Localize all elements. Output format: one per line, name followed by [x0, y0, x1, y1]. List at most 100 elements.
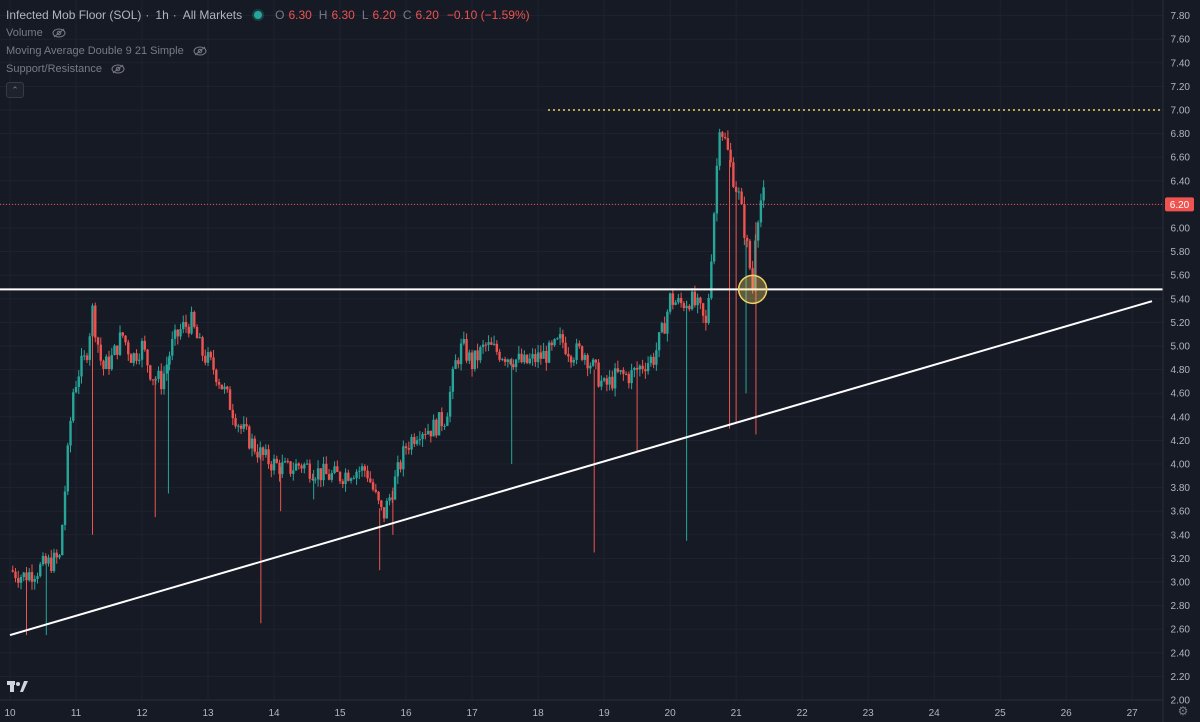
- candle-body: [677, 298, 680, 303]
- candle-body: [575, 343, 578, 360]
- indicator-support-resistance[interactable]: Support/Resistance: [6, 60, 530, 78]
- candle-body: [168, 355, 171, 365]
- candle-body: [611, 376, 614, 389]
- candle-body: [600, 380, 603, 387]
- candle-body: [542, 350, 545, 359]
- candle-body: [382, 507, 386, 519]
- candle-body: [105, 356, 108, 369]
- candle-body: [231, 409, 234, 419]
- candle-body: [113, 345, 116, 356]
- hidden-eye-icon[interactable]: [193, 46, 207, 56]
- candle-body: [457, 360, 460, 365]
- last-price-tag: [1165, 197, 1194, 212]
- candle-body: [759, 200, 763, 223]
- candle-body: [215, 369, 218, 383]
- candle-body: [391, 497, 394, 500]
- candle-body: [583, 355, 587, 360]
- y-tick-label: 6.80: [1171, 129, 1191, 140]
- candle-body: [239, 425, 243, 429]
- x-tick-label: 27: [1127, 708, 1139, 719]
- candle-body: [396, 462, 400, 477]
- candle-body: [520, 353, 523, 363]
- y-tick-label: 7.80: [1171, 11, 1191, 22]
- x-tick-label: 10: [4, 708, 16, 719]
- candle-body: [545, 350, 548, 363]
- candle-body: [454, 360, 457, 369]
- candle-body: [732, 162, 735, 187]
- y-tick-label: 4.60: [1171, 389, 1191, 400]
- x-tick-label: 20: [665, 708, 677, 719]
- candle-body: [50, 557, 53, 572]
- candle-body: [660, 323, 664, 333]
- settings-gear-icon[interactable]: ⚙: [1177, 704, 1189, 718]
- symbol-name[interactable]: Infected Mob Floor (SOL): [6, 8, 142, 22]
- candle-body: [602, 378, 606, 381]
- candle-body: [135, 353, 138, 361]
- market-label[interactable]: All Markets: [182, 8, 243, 22]
- candle-body: [630, 370, 633, 384]
- candle-body: [432, 419, 435, 437]
- x-tick-label: 18: [533, 708, 545, 719]
- y-tick-label: 5.60: [1171, 271, 1191, 282]
- candle-body: [118, 332, 122, 355]
- candle-body: [729, 149, 732, 163]
- candle-body: [473, 350, 477, 370]
- y-tick-label: 2.20: [1171, 672, 1191, 683]
- hidden-eye-icon[interactable]: [52, 28, 66, 38]
- y-tick-label: 4.00: [1171, 460, 1191, 471]
- indicator-volume[interactable]: Volume: [6, 24, 530, 42]
- y-tick-label: 6.00: [1171, 224, 1191, 235]
- tradingview-logo-icon[interactable]: [6, 678, 28, 696]
- candle-body: [479, 347, 482, 361]
- candle-body: [77, 376, 80, 387]
- candle-body: [578, 343, 581, 347]
- indicator-moving-average[interactable]: Moving Average Double 9 21 Simple: [6, 42, 530, 60]
- candle-body: [286, 461, 289, 463]
- candle-body: [517, 353, 521, 360]
- candle-body: [330, 473, 334, 480]
- candle-body: [85, 355, 89, 361]
- y-tick-label: 6.60: [1171, 153, 1191, 164]
- candle-body: [140, 340, 144, 360]
- x-tick-label: 25: [995, 708, 1007, 719]
- candle-body: [377, 491, 380, 501]
- candle-body: [380, 500, 383, 508]
- candle-body: [267, 449, 270, 465]
- candle-body: [349, 478, 353, 481]
- candle-body: [294, 463, 298, 471]
- candle-body: [94, 305, 97, 338]
- x-tick-label: 24: [929, 708, 941, 719]
- candle-body: [107, 356, 111, 370]
- candle-body: [201, 337, 204, 356]
- indicator-label: Support/Resistance: [6, 63, 102, 75]
- candle-body: [234, 418, 237, 427]
- candle-body: [303, 464, 306, 469]
- candle-body: [272, 458, 276, 471]
- hidden-eye-icon[interactable]: [111, 64, 125, 74]
- candle-body: [250, 438, 254, 449]
- y-tick-label: 4.80: [1171, 365, 1191, 376]
- candle-body: [589, 365, 592, 369]
- candle-body: [352, 478, 356, 480]
- candle-body: [688, 305, 691, 310]
- candle-body: [127, 342, 130, 355]
- candle-body: [743, 204, 746, 238]
- candle-body: [674, 302, 677, 305]
- candle-body: [484, 344, 488, 346]
- collapse-legend-button[interactable]: ⌃: [6, 82, 24, 98]
- y-tick-label: 5.00: [1171, 342, 1191, 353]
- candle-body: [297, 463, 301, 466]
- candle-body: [193, 311, 196, 327]
- y-tick-label: 3.20: [1171, 554, 1191, 565]
- candle-body: [55, 552, 58, 558]
- candle-body: [668, 293, 672, 312]
- candle-body: [264, 449, 267, 455]
- interval-label[interactable]: 1h: [155, 8, 169, 22]
- candle-body: [206, 352, 210, 363]
- candle-body: [657, 332, 661, 351]
- candle-body: [338, 471, 342, 482]
- candle-body: [327, 474, 331, 480]
- price-axis-panel: [1164, 0, 1200, 722]
- candle-body: [586, 355, 589, 369]
